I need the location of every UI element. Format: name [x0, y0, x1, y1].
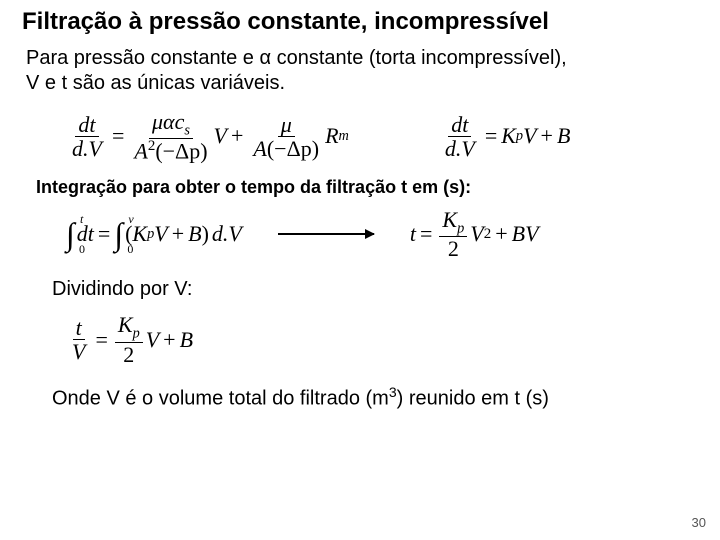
slide-title: Filtração à pressão constante, incompres…	[22, 8, 698, 36]
eq-integral: ∫0t dt = ∫0ν (KpV+B) d.V	[66, 216, 242, 253]
eq-time-result: t = Kp 2 V2 + BV	[410, 208, 539, 260]
page-number: 30	[692, 515, 706, 530]
integration-heading: Integração para obter o tempo da filtraç…	[36, 177, 698, 198]
divide-text: Dividindo por V:	[52, 278, 698, 301]
equation-row-1: dt d.V = μαcs A2(−Δp) V + μ A(−Δp) Rm dt…	[66, 110, 698, 163]
intro-line-1: Para pressão constante e α constante (to…	[26, 47, 567, 69]
equation-row-2: ∫0t dt = ∫0ν (KpV+B) d.V t = Kp 2 V2 + B…	[66, 208, 698, 260]
intro-text: Para pressão constante e α constante (to…	[26, 46, 698, 96]
eq-t-over-v: t V = Kp 2 V + B	[66, 313, 193, 365]
final-text: Onde V é o volume total do filtrado (m3)…	[52, 384, 698, 411]
equation-row-3: t V = Kp 2 V + B	[66, 313, 698, 365]
eq-differential-full: dt d.V = μαcs A2(−Δp) V + μ A(−Δp) Rm	[66, 110, 349, 163]
intro-line-2: V e t são as únicas variáveis.	[26, 72, 285, 94]
arrow-icon	[278, 233, 374, 234]
eq-differential-short: dt d.V = KpV + B	[439, 113, 571, 160]
